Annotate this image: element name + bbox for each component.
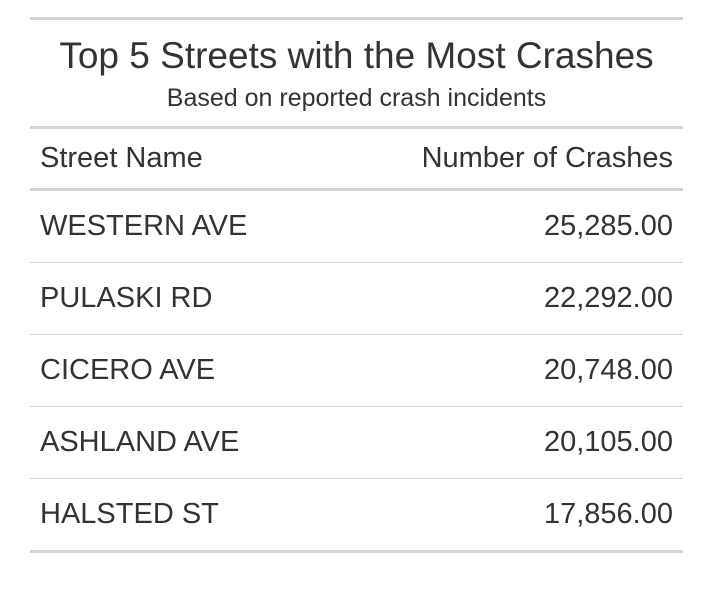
table-body: WESTERN AVE 25,285.00 PULASKI RD 22,292.… [30,191,683,550]
table-heading: Top 5 Streets with the Most Crashes Base… [30,20,683,129]
table-row: HALSTED ST 17,856.00 [30,478,683,550]
column-header-number-of-crashes: Number of Crashes [421,142,673,174]
cell-number-of-crashes: 25,285.00 [543,210,673,242]
cell-street-name: CICERO AVE [40,354,216,386]
table-title: Top 5 Streets with the Most Crashes [59,35,654,76]
column-headings: Street Name Number of Crashes [30,129,683,191]
cell-number-of-crashes: 20,748.00 [543,354,673,386]
table-subtitle: Based on reported crash incidents [166,84,547,112]
table-row: ASHLAND AVE 20,105.00 [30,406,683,478]
cell-number-of-crashes: 17,856.00 [543,498,673,530]
table-row: PULASKI RD 22,292.00 [30,262,683,334]
cell-street-name: PULASKI RD [40,282,213,314]
table-row: WESTERN AVE 25,285.00 [30,191,683,262]
crash-table: Top 5 Streets with the Most Crashes Base… [30,17,683,553]
table-row: CICERO AVE 20,748.00 [30,334,683,406]
column-header-street-name: Street Name [40,142,203,174]
cell-street-name: HALSTED ST [40,498,219,530]
cell-number-of-crashes: 22,292.00 [543,282,673,314]
cell-street-name: ASHLAND AVE [40,426,240,458]
cell-number-of-crashes: 20,105.00 [543,426,673,458]
cell-street-name: WESTERN AVE [40,210,248,242]
